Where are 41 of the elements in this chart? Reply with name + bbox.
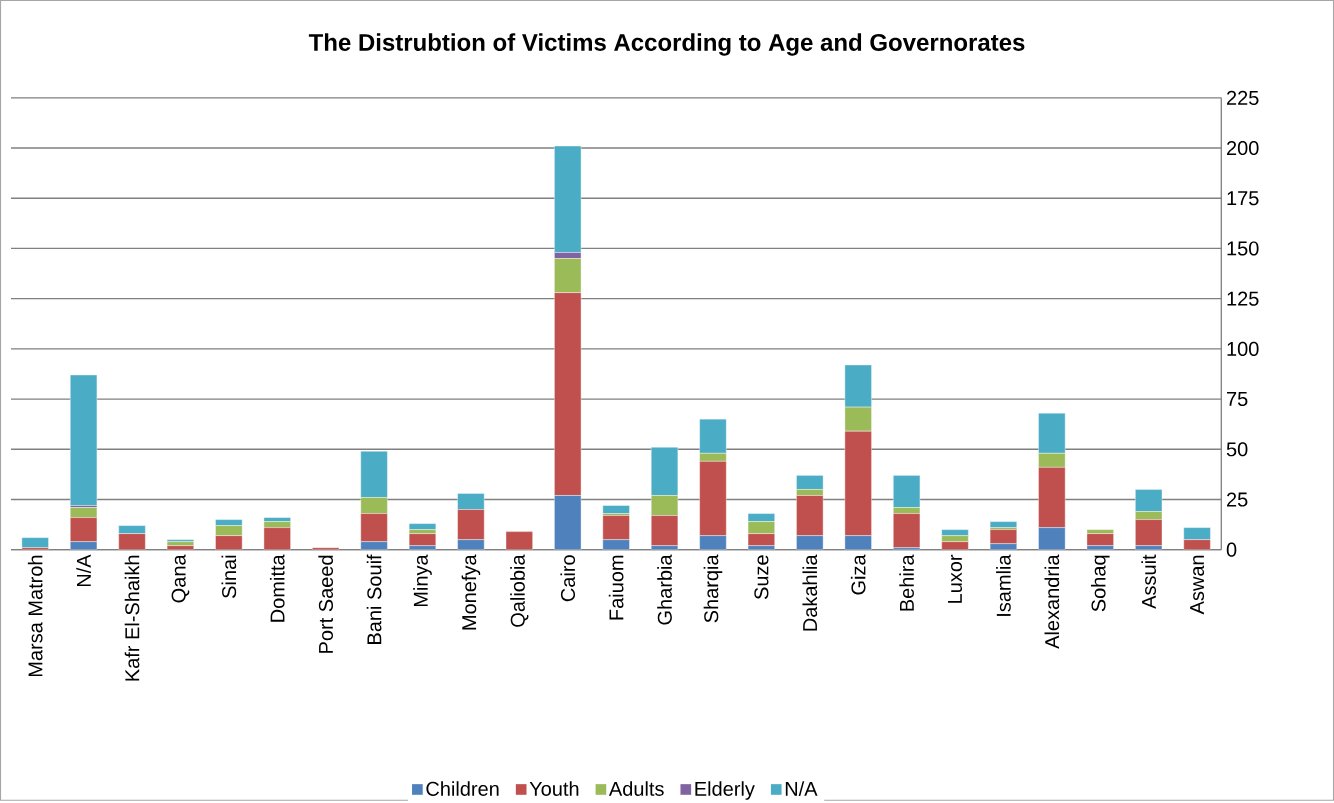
x-tick-label: Bani Souif [366,554,382,644]
x-tick-label: Sohaq [1090,555,1110,612]
x-tick-label: Sharqia [703,554,723,623]
x-tick-label: Behira [899,554,914,611]
y-tick-label: 100 [1227,341,1259,356]
legend-label: Elderly [695,781,755,800]
x-tick-label: Alexandria [1044,554,1060,649]
x-tick-label: Kafr El-Shaikh [124,555,140,681]
y-tick-label: 50 [1226,442,1248,457]
x-tick-label: Sinai [221,555,237,598]
y-tick-label: 200 [1227,140,1259,156]
legend-label: Adults [608,781,664,796]
x-tick-label: Assuit [1141,554,1157,609]
x-tick-label: Dakahlia [802,554,818,631]
x-tick-label: Monefya [461,554,481,630]
x-tick-label: Faiuom [608,555,624,620]
y-tick-label: 175 [1227,191,1259,206]
y-tick-label: 150 [1227,241,1259,256]
legend-label: N/A [785,781,818,796]
x-tick-label: Suze [754,555,769,600]
x-tick-label: Qaliobia [510,554,529,627]
legend-label: Children [426,781,499,796]
chart-title: The Distrubtion of Victims According to Age and Governorates [308,33,1025,56]
x-tick-label: Domitta [269,554,285,622]
y-tick-label: 0 [1226,542,1237,557]
legend-label: Youth [529,781,579,796]
x-tick-label: Port Saeed [318,555,333,653]
y-tick-label: 75 [1227,392,1248,407]
x-tick-label: Aswan [1190,555,1205,615]
x-tick-label: Minya [413,554,432,607]
x-tick-label: Giza [850,554,866,595]
y-tick-label: 125 [1227,291,1259,306]
x-tick-label: Isamlia [996,554,1011,616]
y-tick-label: 225 [1227,90,1259,105]
x-tick-label: Luxor [948,554,962,603]
y-tick-label: 25 [1227,492,1248,507]
x-tick-label: Cairo [560,555,576,602]
x-tick-label: Qana [171,554,190,603]
x-tick-label: Marsa Matroh [27,555,43,677]
x-tick-label: Gharbia [657,554,672,625]
x-tick-label: N/A [76,554,91,587]
